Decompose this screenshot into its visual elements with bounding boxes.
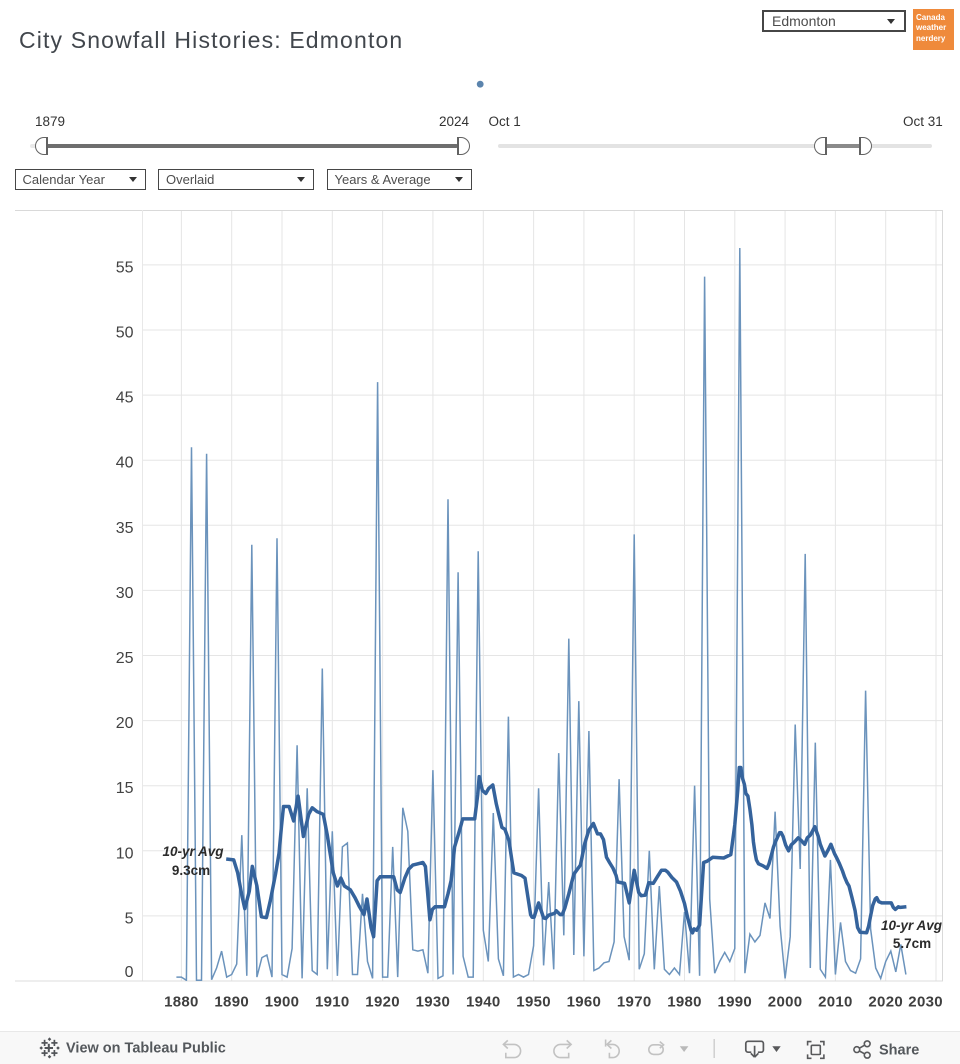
svg-text:1920: 1920 xyxy=(365,993,400,1010)
svg-text:50: 50 xyxy=(116,325,134,342)
svg-text:15: 15 xyxy=(116,780,134,797)
svg-text:20: 20 xyxy=(116,715,134,732)
svg-text:25: 25 xyxy=(116,650,134,667)
svg-text:1910: 1910 xyxy=(315,993,350,1010)
svg-text:2030: 2030 xyxy=(908,993,943,1010)
svg-text:10: 10 xyxy=(116,845,134,862)
svg-text:9.3cm: 9.3cm xyxy=(172,863,210,878)
svg-text:1890: 1890 xyxy=(214,993,249,1010)
svg-text:30: 30 xyxy=(116,585,134,602)
svg-text:2020: 2020 xyxy=(868,993,903,1010)
svg-text:1930: 1930 xyxy=(416,993,451,1010)
svg-text:0: 0 xyxy=(125,964,134,981)
svg-text:2000: 2000 xyxy=(768,993,803,1010)
svg-text:1970: 1970 xyxy=(617,993,652,1010)
svg-text:2010: 2010 xyxy=(818,993,853,1010)
svg-text:1880: 1880 xyxy=(164,993,199,1010)
svg-text:10-yr Avg: 10-yr Avg xyxy=(162,844,224,859)
svg-text:5: 5 xyxy=(125,910,134,927)
svg-text:1900: 1900 xyxy=(265,993,300,1010)
svg-text:35: 35 xyxy=(116,520,134,537)
svg-text:10-yr Avg: 10-yr Avg xyxy=(881,918,943,933)
svg-text:5.7cm: 5.7cm xyxy=(893,936,931,951)
svg-text:Share: Share xyxy=(879,1043,919,1059)
svg-text:45: 45 xyxy=(116,390,134,407)
svg-text:1960: 1960 xyxy=(567,993,602,1010)
svg-text:View on Tableau Public: View on Tableau Public xyxy=(66,1041,226,1057)
svg-text:1990: 1990 xyxy=(718,993,753,1010)
svg-text:1940: 1940 xyxy=(466,993,501,1010)
svg-text:40: 40 xyxy=(116,455,134,472)
svg-text:55: 55 xyxy=(116,259,134,276)
svg-text:1980: 1980 xyxy=(667,993,702,1010)
svg-text:1950: 1950 xyxy=(516,993,551,1010)
